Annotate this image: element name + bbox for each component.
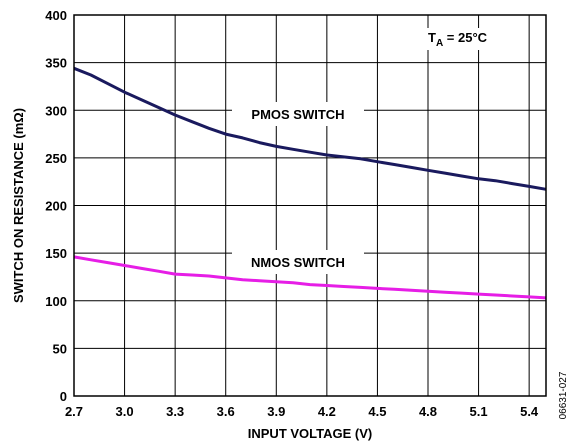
y-tick-label: 50	[53, 341, 67, 356]
y-tick-label: 0	[60, 389, 67, 404]
x-axis-label: INPUT VOLTAGE (V)	[248, 426, 372, 441]
series-lines	[73, 66, 547, 300]
plot-frame	[73, 14, 547, 397]
y-tick-label: 400	[45, 8, 67, 23]
y-tick-labels: 0 50 100 150 200 250 300 350 400	[45, 8, 67, 404]
y-tick-label: 100	[45, 294, 67, 309]
x-tick-labels: 2.7 3.0 3.3 3.6 3.9 4.2 4.5 4.8 5.1 5.4	[65, 404, 539, 419]
x-tick-label: 4.2	[318, 404, 336, 419]
y-tick-label: 300	[45, 103, 67, 118]
x-tick-label: 2.7	[65, 404, 83, 419]
x-tick-label: 4.8	[419, 404, 437, 419]
y-axis-label: SWITCH ON RESISTANCE (mΩ)	[11, 108, 26, 303]
series-line-pmos	[73, 66, 547, 191]
series-line-nmos	[73, 255, 547, 300]
condition-label: TA = 25°C	[428, 30, 488, 49]
x-tick-label: 4.5	[368, 404, 386, 419]
x-tick-label: 5.4	[520, 404, 539, 419]
x-tick-label: 3.9	[267, 404, 285, 419]
x-tick-label: 3.3	[166, 404, 184, 419]
figure-id: 06631-027	[558, 371, 569, 419]
x-tick-label: 3.6	[217, 404, 235, 419]
y-tick-label: 250	[45, 151, 67, 166]
pmos-series-label: PMOS SWITCH	[251, 107, 344, 122]
y-tick-label: 350	[45, 56, 67, 71]
grid	[73, 14, 546, 397]
pmos-label-background	[232, 102, 364, 126]
y-tick-label: 200	[45, 199, 67, 214]
nmos-label-background	[232, 250, 364, 274]
y-tick-label: 150	[45, 246, 67, 261]
x-tick-label: 3.0	[116, 404, 134, 419]
x-tick-label: 5.1	[470, 404, 488, 419]
condition-label-background	[422, 28, 522, 50]
nmos-series-label: NMOS SWITCH	[251, 255, 345, 270]
